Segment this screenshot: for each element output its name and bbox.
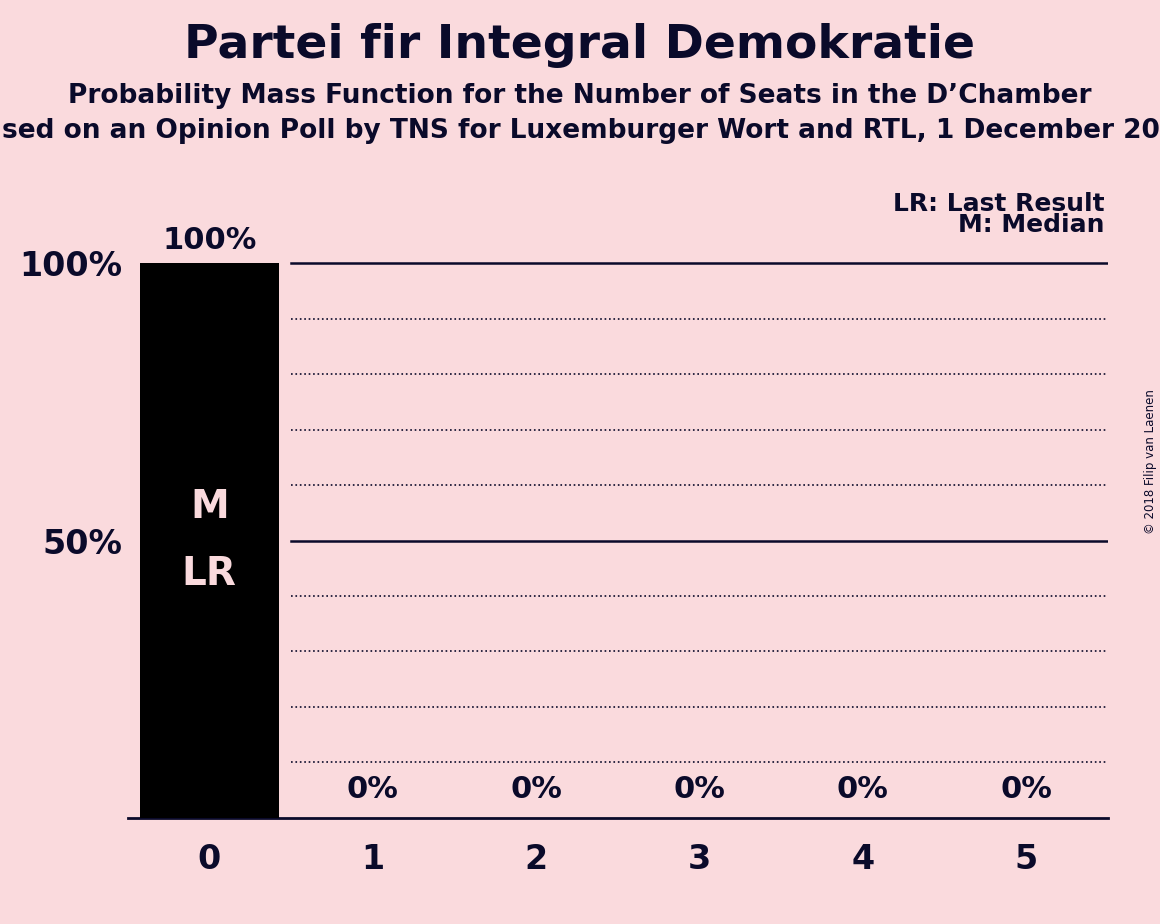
Text: M: Median: M: Median bbox=[958, 213, 1104, 237]
Text: 0%: 0% bbox=[1000, 775, 1052, 804]
Text: 100%: 100% bbox=[162, 226, 256, 255]
Text: M: M bbox=[190, 488, 229, 527]
Text: LR: LR bbox=[182, 554, 237, 593]
Text: LR: Last Result: LR: Last Result bbox=[893, 192, 1104, 216]
Text: 0%: 0% bbox=[674, 775, 725, 804]
Text: © 2018 Filip van Laenen: © 2018 Filip van Laenen bbox=[1144, 390, 1158, 534]
Text: 0%: 0% bbox=[347, 775, 399, 804]
Text: Based on an Opinion Poll by TNS for Luxemburger Wort and RTL, 1 December 2017: Based on an Opinion Poll by TNS for Luxe… bbox=[0, 118, 1160, 144]
Text: Partei fir Integral Demokratie: Partei fir Integral Demokratie bbox=[184, 23, 976, 68]
Text: 0%: 0% bbox=[510, 775, 561, 804]
Text: Probability Mass Function for the Number of Seats in the D’Chamber: Probability Mass Function for the Number… bbox=[68, 83, 1092, 109]
Bar bbox=[140, 263, 278, 818]
Text: 0%: 0% bbox=[836, 775, 889, 804]
